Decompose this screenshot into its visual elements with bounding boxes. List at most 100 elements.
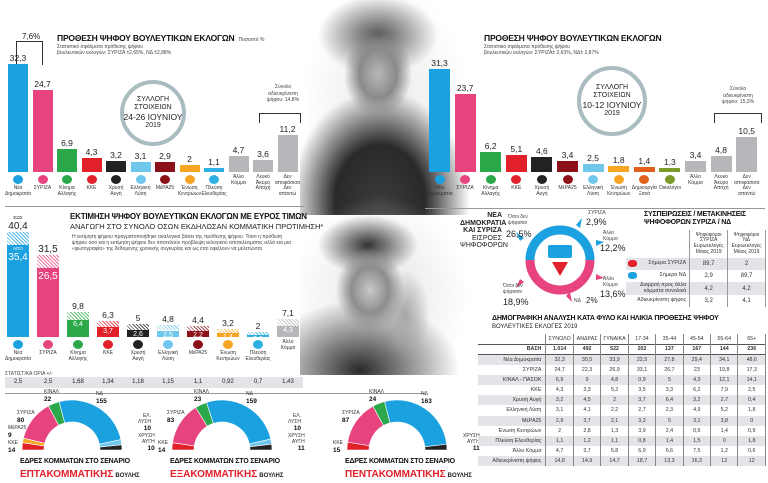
stats-value: 1,15 xyxy=(162,379,174,385)
range-bar-lower xyxy=(37,268,59,337)
nd-from-syriza-label: ΣΥΡΙΖΑ xyxy=(588,210,606,216)
stats-band xyxy=(5,377,303,388)
seat-count: 14 xyxy=(158,446,166,454)
demographics-value: 5,2 xyxy=(600,384,629,396)
demographics-value: 3,7 xyxy=(573,446,602,457)
demographics-value: 3,5 xyxy=(628,384,657,396)
nd-logo-icon xyxy=(13,175,23,184)
movements-row: Σήμερα ΝΔ 2,9 89,7 xyxy=(626,270,766,282)
seat-slice xyxy=(206,399,272,445)
mera25-logo-icon xyxy=(160,175,170,184)
demographics-value: 4,1 xyxy=(573,405,602,416)
movements-row-text: Σήμερα ΝΔ xyxy=(659,272,687,279)
inflows-title-2: ΔΗΜΟΚΡΑΤΙΑ xyxy=(460,219,507,227)
bar-category-label: Χρυσή Αυγή xyxy=(108,185,124,197)
xa-logo-icon xyxy=(536,175,547,184)
demographics-value: 3,2 xyxy=(545,395,574,406)
movements-row: Αδιευκρίνιστη ψήφος 3,2 4,1 xyxy=(626,295,766,308)
demographics-value: 16,3 xyxy=(683,456,712,467)
seat-party-name: ΚΚΕ xyxy=(158,440,169,446)
bar-value-label: 5,1 xyxy=(510,144,523,155)
nd-logo-icon xyxy=(548,245,572,258)
range-bar-upper xyxy=(37,255,59,269)
demographics-value: 14,1 xyxy=(737,374,766,385)
pe-logo-icon xyxy=(253,340,263,349)
seat-party-name: ΜέΡΑ25 xyxy=(8,425,27,431)
demographics-value: 2,7 xyxy=(628,405,657,416)
bar-value-label: 4,6 xyxy=(535,145,548,156)
seat-count: 10 xyxy=(293,425,302,432)
demographics-value: 2,1 xyxy=(600,415,629,426)
xa-logo-icon xyxy=(111,175,121,184)
undecided-bracket xyxy=(714,113,762,123)
range-from-label: 26,5 xyxy=(38,271,58,283)
seat-slice xyxy=(249,443,273,451)
bar-category-label: ΣΥΡΙΖΑ xyxy=(39,350,57,356)
movements-row-text: Διαρροή προς άλλα κόμματα συνολικά xyxy=(640,282,687,294)
range-from-label: 4,3 xyxy=(283,326,293,334)
demographics-column-header: 17-34 xyxy=(628,334,657,345)
demographics-corner xyxy=(478,334,547,345)
stats-value: 0,92 xyxy=(222,379,234,385)
el-logo-icon xyxy=(135,175,146,184)
bar-5 xyxy=(557,160,578,172)
bar-category-label: Άλλο Κόμμα xyxy=(688,174,703,186)
bar-category-label: Νέα Δημοκρατία xyxy=(5,350,31,362)
stats-value: 2,5 xyxy=(13,379,23,385)
demographics-value: 0,6 xyxy=(737,446,766,457)
range-bar-upper xyxy=(67,311,89,321)
range-bar-upper xyxy=(7,231,29,245)
demographics-value: 0 xyxy=(710,435,739,447)
demographics-column-header: 65+ xyxy=(737,334,766,345)
syriza-logo-icon xyxy=(37,175,48,184)
range-bar-lower xyxy=(157,330,179,337)
demographics-base-value: 492 xyxy=(573,344,602,355)
seat-party-name: ΚΙΝΑΛ xyxy=(194,389,210,395)
movements-row: Διαρροή προς άλλα κόμματα συνολικά 4,2 4,2 xyxy=(626,282,766,296)
nd-nonvoters-value: 26,5% xyxy=(506,229,532,239)
demographics-value: 1,1 xyxy=(600,435,629,447)
range-to-label: 4,4 xyxy=(192,314,204,325)
oikologoi-logo-icon xyxy=(664,175,675,184)
demographics-base-value: 522 xyxy=(600,344,629,355)
demographics-value: 14,8 xyxy=(545,456,574,467)
bar-value-label: 24,7 xyxy=(34,78,51,89)
movements-value: 4,2 xyxy=(727,282,766,296)
demographics-value: 4,5 xyxy=(573,395,602,406)
demographics-column-header: 35-44 xyxy=(655,334,684,345)
range-to-label: 2 xyxy=(255,320,261,331)
demographics-row: ΣΥΡΙΖΑ 24,7 22,3 26,9 33,1 26,7 23 19,8 17,3 xyxy=(478,364,766,375)
seat-party-name: ΚΚΕ xyxy=(8,440,19,446)
poll1-subtitle-2: βουλευτικών εκλογών: ΣΥΡΙΖΑ ±2,65%, ΝΔ ±… xyxy=(57,50,172,56)
seat-chart-highlight: ΕΞΑΚΟΜΜΑΤΙΚΗΣ xyxy=(170,469,258,480)
bar-category-label: ΚΚΕ xyxy=(511,185,522,191)
syriza-logo-icon xyxy=(43,340,53,349)
ek-logo-icon xyxy=(184,175,195,184)
inflow-arrows-syriza xyxy=(516,274,604,302)
demographics-column-header: ΓΥΝΑΙΚΑ xyxy=(600,334,629,345)
range-from-label: 35,4 xyxy=(8,251,28,263)
range-from-label: 2,6 xyxy=(133,331,143,339)
demographics-value: 3,8 xyxy=(710,415,739,426)
bar-value-label: 2,5 xyxy=(587,152,599,163)
nd-nonvoters-label: Όσοι δεν ψήφισαν xyxy=(508,214,528,226)
range-to-label: 31,5 xyxy=(38,244,58,256)
estimate-subtitle: ΑΝΑΓΩΓΗ ΣΤΟ ΣΥΝΟΛΟ ΟΣΩΝ ΕΚΔΗΛΩΣΑΝ ΚΟΜΜΑΤ… xyxy=(70,222,324,231)
syriza-logo-icon xyxy=(460,175,471,184)
demographics-value: 3,3 xyxy=(573,384,602,396)
bar-category-label: ΚΚΕ xyxy=(102,350,113,356)
range-from-label: 6,4 xyxy=(73,321,83,329)
demographics-header-row: ΣΥΝΟΛΟ ΑΝΔΡΑΣ ΓΥΝΑΙΚΑ 17-34 35-44 45-54 55-64 6… xyxy=(478,334,766,345)
demographics-base-row: ΒΑΣΗ 1.014 492 522 202 137 167 144 236 xyxy=(478,344,766,355)
demographics-base-value: 144 xyxy=(710,344,739,355)
demographics-value: 3,7 xyxy=(628,395,657,406)
range-from-label: 2,5 xyxy=(163,331,173,339)
movements-row-label: Σήμερα ΝΔ xyxy=(626,270,691,282)
poll2-subtitle-2: βουλευτικών εκλογών: ΣΥΡΙΖΑ± 2,63%, ΝΔ± … xyxy=(484,50,599,56)
syriza-from-nd-label: ΝΔ xyxy=(574,298,581,304)
pe-logo-icon xyxy=(209,175,219,184)
el-logo-icon xyxy=(588,175,599,184)
movements-row-label: Σήμερα ΣΥΡΙΖΑ xyxy=(626,258,691,270)
seat-count: 11 xyxy=(297,445,305,452)
bar-7 xyxy=(179,165,200,172)
